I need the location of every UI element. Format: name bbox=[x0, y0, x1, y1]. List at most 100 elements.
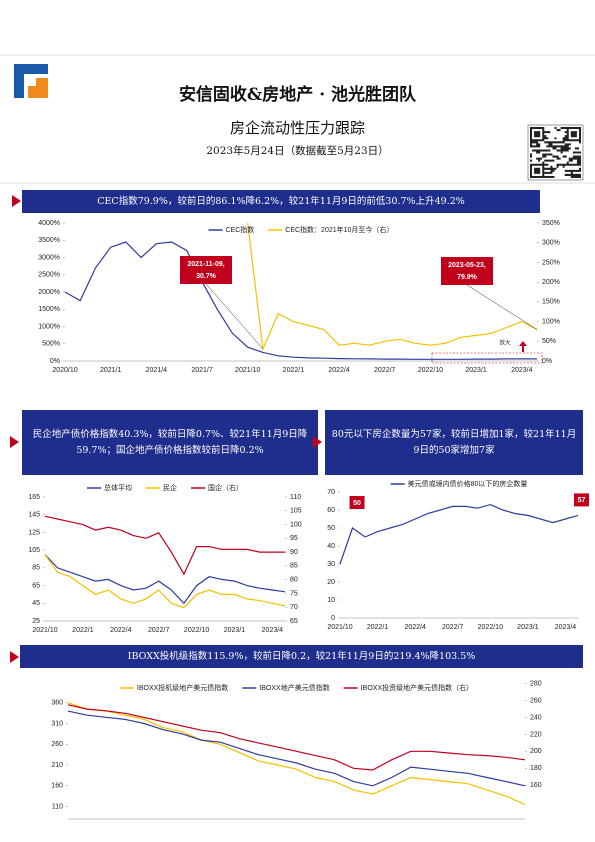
series-line bbox=[67, 710, 526, 787]
marker bbox=[10, 651, 19, 663]
y-tick-label: 30 bbox=[327, 561, 335, 568]
report-subtitle: 房企流动性压力跟踪 bbox=[229, 119, 365, 137]
y-tick-label: 25 bbox=[32, 618, 40, 625]
y-tick-label: 1000% bbox=[38, 323, 60, 330]
x-tick-label: 2021/7 bbox=[191, 367, 213, 374]
series-line bbox=[64, 241, 537, 360]
legend-label: CEC指数 bbox=[226, 225, 255, 234]
chart: 25 45 65 85 105 125 145 165 65 70 75 80 85 90 95 100 105… bbox=[28, 483, 301, 634]
legend-label: IBOXX投机级地产美元债指数 bbox=[137, 683, 228, 692]
annotation-leader bbox=[205, 283, 264, 350]
legend: 美元债或境内债价格80以下的房企数量 bbox=[390, 479, 528, 488]
y2-tick-label: 95 bbox=[290, 535, 298, 542]
y2-tick-label: 280 bbox=[530, 681, 542, 688]
y-tick-label: 4000% bbox=[38, 220, 60, 227]
y2-tick-label: 0% bbox=[542, 358, 552, 365]
y2-tick-label: 180 bbox=[530, 765, 542, 772]
marker bbox=[10, 436, 19, 448]
x-tick-label: 2023/4 bbox=[511, 367, 533, 374]
annotation-text: 30.7% bbox=[196, 273, 217, 280]
y-tick-label: 500% bbox=[42, 341, 60, 348]
y-tick-label: 3000% bbox=[38, 254, 60, 261]
banner: 80元以下房企数量为57家，较前日增加1家，较21年11月9日的50家增加7家 bbox=[325, 410, 583, 475]
y-tick-label: 110 bbox=[52, 803, 63, 810]
y2-tick-label: 200% bbox=[542, 279, 560, 286]
series-line bbox=[67, 704, 526, 771]
x-tick-label: 2022/10 bbox=[478, 624, 503, 631]
x-tick-label: 2023/1 bbox=[517, 624, 539, 631]
y-tick-label: 2500% bbox=[38, 272, 60, 279]
y-tick-label: 360 bbox=[51, 700, 63, 707]
data-label-box bbox=[349, 496, 365, 509]
y-tick-label: 70 bbox=[327, 489, 335, 496]
series-line bbox=[339, 503, 579, 565]
x-tick-label: 2022/10 bbox=[418, 367, 443, 374]
y2-tick-label: 220 bbox=[530, 731, 542, 738]
legend-label: CEC指数：2021年10月至今（右） bbox=[285, 225, 393, 234]
y2-tick-label: 110 bbox=[290, 494, 301, 501]
y-tick-label: 145 bbox=[28, 512, 40, 519]
x-tick-label: 2023/1 bbox=[465, 367, 487, 374]
y-tick-label: 40 bbox=[327, 543, 335, 550]
zoom-arrow bbox=[519, 341, 527, 352]
annotation-text: 2021-11-09, bbox=[187, 261, 224, 268]
report-date: 2023年5月24日（数据截至5月23日） bbox=[206, 145, 389, 157]
y2-tick-label: 70 bbox=[290, 604, 298, 611]
x-tick-label: 2020/10 bbox=[52, 367, 77, 374]
series-line bbox=[44, 554, 286, 609]
y-tick-label: 0 bbox=[331, 615, 335, 622]
y2-tick-label: 80 bbox=[290, 577, 298, 584]
annotation-box bbox=[180, 256, 232, 284]
x-tick-label: 2021/4 bbox=[146, 367, 168, 374]
annotation-leader bbox=[466, 284, 538, 330]
y-tick-label: 3500% bbox=[38, 237, 60, 244]
zoom-box bbox=[431, 352, 543, 364]
y2-tick-label: 260 bbox=[530, 697, 542, 704]
x-tick-label: 2021/1 bbox=[100, 367, 122, 374]
y2-tick-label: 160 bbox=[530, 782, 542, 789]
x-tick-label: 2021/10 bbox=[235, 367, 260, 374]
y-tick-label: 105 bbox=[28, 547, 40, 554]
series-line bbox=[44, 554, 286, 605]
y-tick-label: 310 bbox=[51, 720, 63, 727]
data-label: 50 bbox=[353, 500, 361, 507]
marker bbox=[313, 436, 322, 448]
annotation-text: 79.9% bbox=[457, 274, 478, 281]
legend-label: 总体平均 bbox=[104, 483, 132, 492]
y2-tick-label: 90 bbox=[290, 549, 298, 556]
legend-label: 美元债或境内债价格80以下的房企数量 bbox=[408, 479, 528, 488]
legend-label: 民企 bbox=[163, 483, 177, 492]
annotation-box bbox=[441, 257, 493, 285]
legend: IBOXX投机级地产美元债指数 IBOXX地产美元债指数 IBOXX投资级地产美元债… bbox=[119, 683, 473, 692]
y-tick-label: 210 bbox=[51, 762, 63, 769]
y-tick-label: 20 bbox=[327, 579, 335, 586]
y-tick-label: 85 bbox=[32, 565, 40, 572]
x-tick-label: 2023/4 bbox=[555, 624, 577, 631]
data-label: 57 bbox=[578, 497, 586, 504]
y2-tick-label: 350% bbox=[542, 220, 560, 227]
y-tick-label: 125 bbox=[28, 529, 40, 536]
y2-tick-label: 300% bbox=[542, 240, 560, 247]
series-line bbox=[247, 222, 538, 352]
series-line bbox=[44, 515, 285, 576]
y-tick-label: 260 bbox=[51, 741, 63, 748]
qr-pattern bbox=[530, 127, 581, 178]
legend-label: IBOXX投资级地产美元债指数（右） bbox=[361, 683, 473, 692]
y2-tick-label: 85 bbox=[290, 563, 298, 570]
y-tick-label: 1500% bbox=[38, 306, 60, 313]
y2-tick-label: 240 bbox=[530, 714, 542, 721]
x-tick-label: 2022/10 bbox=[184, 627, 209, 634]
y2-tick-label: 65 bbox=[290, 618, 298, 625]
banner: 民企地产债价格指数40.3%，较前日降0.7%、较21年11月9日降59.7%；… bbox=[22, 410, 318, 475]
annotation-text: 2023-05-23, bbox=[448, 262, 486, 269]
x-tick-label: 2023/4 bbox=[262, 627, 284, 634]
y2-tick-label: 50% bbox=[542, 338, 556, 345]
x-tick-label: 2021/10 bbox=[327, 624, 352, 631]
x-tick-label: 2022/7 bbox=[442, 624, 464, 631]
y-tick-label: 10 bbox=[327, 597, 335, 604]
chart: 110 160 210 260 310 360 160 180 200 220 240 260 280 I… bbox=[51, 681, 542, 820]
logo bbox=[14, 64, 48, 98]
series-line bbox=[67, 702, 526, 806]
